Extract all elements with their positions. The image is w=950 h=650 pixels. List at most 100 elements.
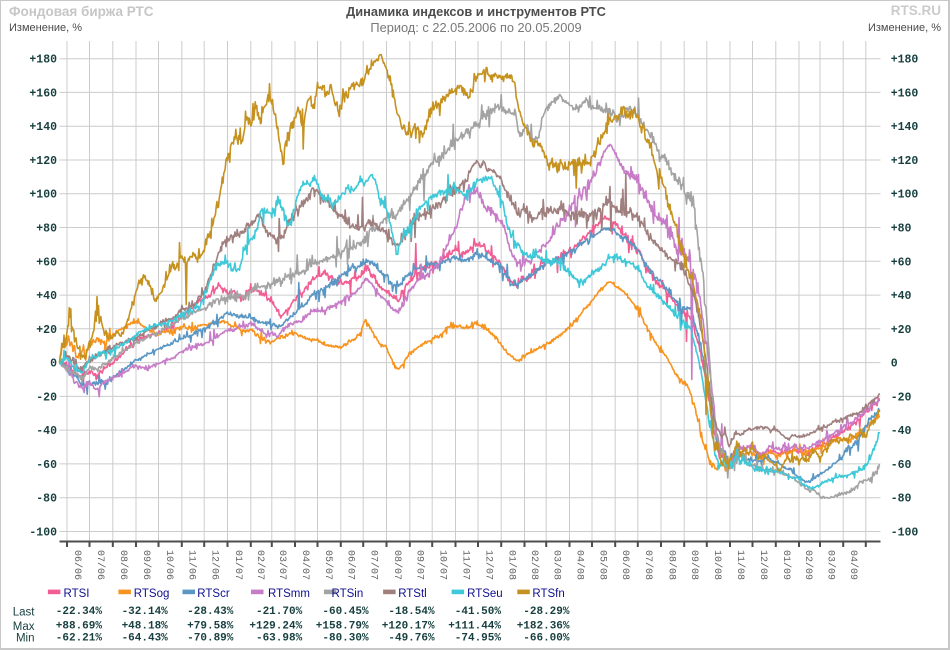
svg-text:01/07: 01/07 xyxy=(232,550,244,580)
svg-text:03/08: 03/08 xyxy=(551,550,563,580)
svg-text:RTSmm: RTSmm xyxy=(268,588,310,600)
svg-text:04/07: 04/07 xyxy=(299,550,311,580)
svg-text:12/08: 12/08 xyxy=(757,550,769,580)
svg-text:+88.69%: +88.69% xyxy=(56,621,103,633)
svg-text:0: 0 xyxy=(50,358,57,371)
svg-text:-66.00%: -66.00% xyxy=(523,632,570,644)
svg-text:07/07: 07/07 xyxy=(368,550,380,580)
svg-text:+120.17%: +120.17% xyxy=(382,621,435,633)
svg-text:-60: -60 xyxy=(36,459,57,472)
svg-text:-63.98%: -63.98% xyxy=(256,632,303,644)
svg-text:01/08: 01/08 xyxy=(506,550,518,580)
svg-text:-60: -60 xyxy=(891,459,912,472)
svg-text:+40: +40 xyxy=(891,290,912,303)
svg-text:+40: +40 xyxy=(36,290,57,303)
svg-text:07/08: 07/08 xyxy=(642,550,654,580)
svg-text:02/07: 02/07 xyxy=(254,550,266,580)
svg-text:-40: -40 xyxy=(36,425,57,438)
svg-text:+20: +20 xyxy=(891,324,912,337)
svg-text:-70.89%: -70.89% xyxy=(187,632,234,644)
svg-text:08/08: 08/08 xyxy=(665,550,677,580)
svg-text:RTScr: RTScr xyxy=(197,588,230,600)
svg-text:07/06: 07/06 xyxy=(94,550,106,580)
svg-text:RTSI: RTSI xyxy=(64,588,90,600)
svg-text:-64.43%: -64.43% xyxy=(122,632,169,644)
svg-text:+20: +20 xyxy=(36,324,57,337)
svg-text:+120: +120 xyxy=(29,155,57,168)
svg-text:+120: +120 xyxy=(891,155,919,168)
svg-text:01/09: 01/09 xyxy=(780,550,792,580)
svg-text:RTSeu: RTSeu xyxy=(467,588,503,600)
svg-text:05/08: 05/08 xyxy=(596,550,608,580)
svg-text:+60: +60 xyxy=(891,256,912,269)
svg-text:06/06: 06/06 xyxy=(71,550,83,580)
svg-text:04/08: 04/08 xyxy=(574,550,586,580)
svg-text:06/07: 06/07 xyxy=(345,550,357,580)
svg-text:08/07: 08/07 xyxy=(391,550,403,580)
svg-text:+180: +180 xyxy=(29,54,57,67)
svg-text:-80: -80 xyxy=(891,493,912,506)
svg-text:09/07: 09/07 xyxy=(414,550,426,580)
svg-text:+182.36%: +182.36% xyxy=(517,621,570,633)
svg-text:-80: -80 xyxy=(36,493,57,506)
svg-text:-40: -40 xyxy=(891,425,912,438)
svg-text:-21.70%: -21.70% xyxy=(256,606,303,618)
svg-text:RTStl: RTStl xyxy=(398,588,427,600)
svg-text:Max: Max xyxy=(13,621,35,633)
svg-text:+80: +80 xyxy=(891,223,912,236)
svg-text:10/07: 10/07 xyxy=(437,550,449,580)
svg-text:-20: -20 xyxy=(891,391,912,404)
svg-text:-80.30%: -80.30% xyxy=(322,632,369,644)
svg-text:11/07: 11/07 xyxy=(459,550,471,580)
svg-text:-20: -20 xyxy=(36,391,57,404)
svg-text:+79.58%: +79.58% xyxy=(187,621,234,633)
svg-text:+140: +140 xyxy=(29,121,57,134)
svg-text:Min: Min xyxy=(16,633,35,645)
svg-text:-32.14%: -32.14% xyxy=(122,606,169,618)
svg-text:-74.95%: -74.95% xyxy=(455,632,502,644)
svg-text:10/06: 10/06 xyxy=(163,550,175,580)
svg-text:+180: +180 xyxy=(891,54,919,67)
svg-text:09/08: 09/08 xyxy=(688,550,700,580)
svg-text:+111.44%: +111.44% xyxy=(448,621,501,633)
svg-text:10/08: 10/08 xyxy=(711,550,723,580)
svg-text:-60.45%: -60.45% xyxy=(322,606,369,618)
svg-text:-100: -100 xyxy=(891,527,919,540)
svg-text:05/07: 05/07 xyxy=(322,550,334,580)
svg-text:+100: +100 xyxy=(29,189,57,202)
svg-text:RTSin: RTSin xyxy=(332,588,364,600)
svg-text:04/09: 04/09 xyxy=(847,550,859,580)
svg-text:08/06: 08/06 xyxy=(117,550,129,580)
svg-text:+129.24%: +129.24% xyxy=(249,621,302,633)
svg-text:-41.50%: -41.50% xyxy=(455,606,502,618)
svg-text:+60: +60 xyxy=(36,256,57,269)
svg-text:12/06: 12/06 xyxy=(209,550,221,580)
svg-text:03/09: 03/09 xyxy=(824,550,836,580)
svg-text:+160: +160 xyxy=(891,87,919,100)
svg-text:Last: Last xyxy=(13,607,36,619)
svg-text:12/07: 12/07 xyxy=(482,550,494,580)
svg-text:06/08: 06/08 xyxy=(619,550,631,580)
svg-text:+80: +80 xyxy=(36,223,57,236)
svg-text:0: 0 xyxy=(891,358,898,371)
svg-text:-100: -100 xyxy=(29,527,57,540)
svg-text:-18.54%: -18.54% xyxy=(388,606,435,618)
svg-text:+48.18%: +48.18% xyxy=(122,621,169,633)
svg-text:02/08: 02/08 xyxy=(528,550,540,580)
svg-text:11/08: 11/08 xyxy=(734,550,746,580)
svg-text:+100: +100 xyxy=(891,189,919,202)
svg-text:+158.79%: +158.79% xyxy=(316,621,369,633)
svg-text:RTSog: RTSog xyxy=(134,588,170,600)
svg-text:09/06: 09/06 xyxy=(140,550,152,580)
svg-text:+140: +140 xyxy=(891,121,919,134)
svg-text:11/06: 11/06 xyxy=(186,550,198,580)
svg-text:-49.76%: -49.76% xyxy=(388,632,435,644)
svg-text:-28.43%: -28.43% xyxy=(187,606,234,618)
svg-text:02/09: 02/09 xyxy=(802,550,814,580)
svg-text:+160: +160 xyxy=(29,87,57,100)
svg-text:-62.21%: -62.21% xyxy=(56,632,103,644)
svg-text:03/07: 03/07 xyxy=(276,550,288,580)
svg-text:-28.29%: -28.29% xyxy=(523,606,570,618)
svg-text:RTSfn: RTSfn xyxy=(532,588,564,600)
svg-text:-22.34%: -22.34% xyxy=(56,606,103,618)
